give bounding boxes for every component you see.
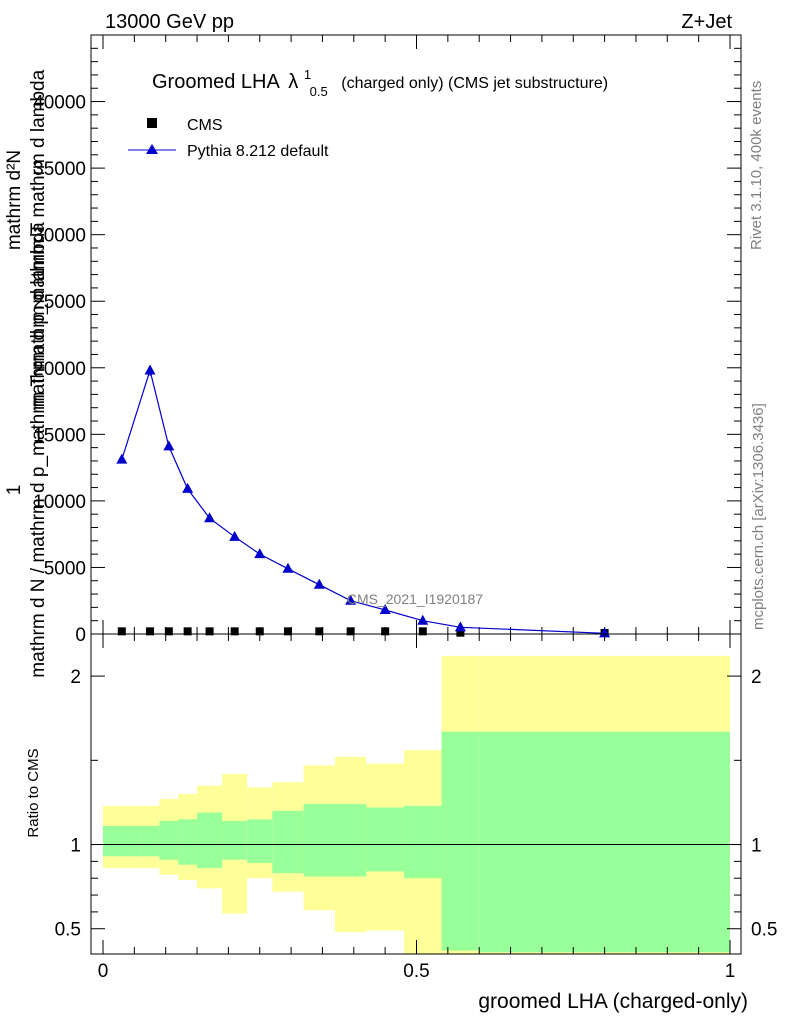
ratio-ytick-label-1: 1 (70, 836, 81, 857)
x-axis-label: groomed LHA (charged-only) (478, 990, 748, 1013)
xtick-label-1: 0.5 (403, 961, 429, 982)
pythia-point-13 (599, 627, 611, 638)
legend-cms-label: CMS (187, 117, 223, 134)
pythia-point-2 (163, 440, 175, 451)
cms-point-7 (283, 627, 292, 636)
title-sup: 1 (304, 67, 311, 82)
main-ytick-label-6: 30000 (33, 226, 86, 247)
pythia-line (121, 368, 605, 634)
ylabel-bottom: mathrm d N / mathrm d p_mathrm T mathrm … (28, 222, 49, 678)
band-inner-bin-3 (178, 819, 198, 865)
main-ytick-label-0: 0 (75, 625, 86, 646)
legend-pythia-label: Pythia 8.212 default (187, 143, 329, 160)
cms-point-3 (183, 627, 192, 636)
legend-cms-marker (147, 118, 157, 128)
band-inner-bin-11 (403, 805, 442, 879)
main-ytick-label-3: 15000 (33, 425, 86, 446)
pythia-point-10 (379, 604, 391, 615)
band-inner-bin-13 (479, 731, 730, 953)
watermark: CMS_2021_I1920187 (347, 591, 483, 607)
band-inner-bin-0 (103, 826, 141, 857)
pythia-point-9 (345, 594, 357, 605)
main-ytick-label-5: 25000 (33, 292, 86, 313)
pythia-point-7 (282, 562, 294, 573)
cms-point-5 (230, 627, 239, 636)
pythia-point-6 (254, 548, 266, 559)
ratio-ytick-label-2: 2 (70, 667, 81, 688)
cms-point-0 (117, 627, 126, 636)
band-inner-bin-1 (140, 826, 160, 857)
pythia-point-5 (229, 530, 241, 541)
band-inner-bin-12 (441, 731, 480, 951)
plot-title: Groomed LHA λ 1 0.5 (charged only) (CMS … (152, 62, 608, 101)
ratio-ytick-label-right-0: 0.5 (751, 920, 777, 941)
band-inner-bin-8 (303, 804, 335, 877)
main-axis-ticks: 0 5000 10000 15000 20000 25000 30000 35000 40000 (33, 35, 741, 646)
ratio-bands (91, 655, 741, 954)
ratio-axis-ticks: 0.5 0.5 1 1 2 2 0 0.5 1 (55, 634, 777, 982)
title-main: Groomed LHA (152, 71, 280, 93)
main-ytick-label-4: 20000 (33, 359, 86, 380)
title-symbol: λ (288, 71, 298, 93)
main-ytick-label-1: 5000 (44, 558, 86, 579)
ratio-ytick-label-right-1: 1 (751, 836, 762, 857)
pythia-point-8 (313, 578, 325, 589)
main-ytick-label-8: 40000 (33, 93, 86, 114)
main-ytick-label-7: 35000 (33, 159, 86, 180)
ratio-plot-frame (90, 633, 742, 955)
ratio-ytick-label-0: 0.5 (55, 920, 81, 941)
title-sub: 0.5 (310, 84, 328, 99)
cms-point-8 (315, 627, 324, 636)
ylabel-top: mathrm d²N (4, 150, 25, 250)
pythia-point-0 (116, 453, 128, 464)
pythia-point-4 (204, 512, 216, 523)
header-right: Z+Jet (681, 11, 732, 33)
ratio-ytick-label-right-2: 2 (751, 667, 762, 688)
cms-point-6 (255, 627, 264, 636)
cms-point-9 (346, 627, 355, 636)
main-ylabel: mathrm d²N mathrm d p_mathrm T mathrm d … (4, 69, 49, 677)
band-inner-bin-9 (334, 804, 367, 877)
cms-point-12 (456, 628, 465, 637)
pythia-point-12 (454, 621, 466, 632)
band-inner-bin-7 (272, 810, 304, 874)
cms-point-10 (381, 627, 390, 636)
pythia-point-11 (417, 614, 429, 625)
legend-pythia-marker (146, 144, 158, 154)
header-left: 13000 GeV pp (105, 11, 234, 33)
ylabel-bottom-one: 1 (4, 485, 25, 496)
main-ytick-label-2: 10000 (33, 492, 86, 513)
cms-point-1 (146, 627, 155, 636)
band-inner-bin-10 (366, 807, 404, 872)
band-inner-bin-4 (197, 812, 223, 869)
ratio-ylabel: Ratio to CMS (25, 748, 42, 837)
ylabel-top-alt: mathrm d p_mathrm T mathrm d lambda (28, 69, 49, 410)
pythia-point-1 (144, 364, 156, 375)
rivet-label: Rivet 3.1.10, 400k events (748, 81, 765, 250)
title-rest: (charged only) (CMS jet substructure) (341, 75, 608, 92)
cms-point-2 (164, 627, 173, 636)
xtick-label-0: 0 (98, 961, 109, 982)
cms-point-4 (205, 627, 214, 636)
cms-point-11 (418, 627, 427, 636)
xtick-label-2: 1 (725, 961, 736, 982)
pythia-point-3 (182, 482, 194, 493)
mcplots-label: mcplots.cern.ch [arXiv:1306.3436] (750, 403, 767, 630)
band-inner-bin-6 (247, 819, 273, 864)
main-series (116, 364, 611, 638)
band-inner-bin-5 (222, 820, 248, 860)
band-inner-bin-2 (159, 820, 179, 860)
